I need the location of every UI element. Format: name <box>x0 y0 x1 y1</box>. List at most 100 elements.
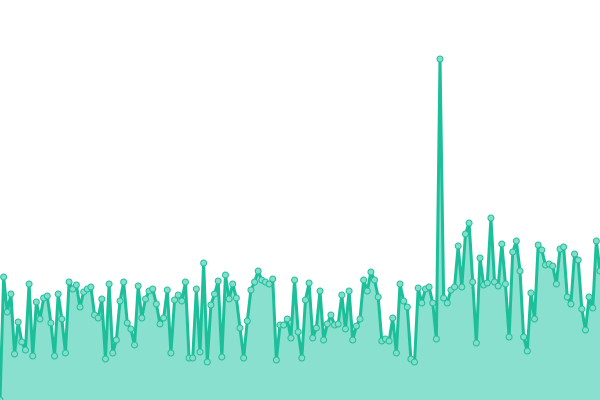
data-point <box>443 299 451 307</box>
data-point <box>98 295 106 303</box>
data-point <box>509 248 517 256</box>
data-point <box>156 320 164 328</box>
data-point <box>54 290 62 298</box>
data-point <box>291 276 299 284</box>
data-point <box>21 346 29 354</box>
data-point <box>356 315 364 323</box>
data-point <box>396 280 404 288</box>
data-point <box>527 289 535 297</box>
data-point <box>200 259 208 267</box>
data-point <box>363 287 371 295</box>
data-point <box>563 293 571 301</box>
data-point <box>312 324 320 332</box>
data-point <box>109 349 117 357</box>
data-point <box>160 314 168 322</box>
data-point <box>3 308 11 316</box>
data-point <box>432 335 440 343</box>
data-point <box>87 283 95 291</box>
data-point <box>181 278 189 286</box>
data-point <box>389 314 397 322</box>
data-point <box>18 338 26 346</box>
data-point <box>483 279 491 287</box>
data-point <box>294 328 302 336</box>
data-point <box>203 358 211 366</box>
data-point <box>505 333 513 341</box>
data-point <box>254 267 262 275</box>
data-point <box>43 292 51 300</box>
data-point <box>214 277 222 285</box>
data-point <box>120 278 128 286</box>
data-point <box>138 314 146 322</box>
data-point <box>436 55 444 63</box>
data-point <box>25 280 33 288</box>
data-point <box>531 315 539 323</box>
data-point <box>352 322 360 330</box>
data-point <box>58 315 66 323</box>
data-point <box>429 299 437 307</box>
data-point <box>152 300 160 308</box>
data-point <box>105 280 113 288</box>
data-point <box>403 303 411 311</box>
data-point <box>305 279 313 287</box>
data-point <box>116 297 124 305</box>
data-point <box>196 348 204 356</box>
data-point <box>512 237 520 245</box>
data-point <box>472 339 480 347</box>
data-point <box>349 336 357 344</box>
data-point <box>465 219 473 227</box>
data-point <box>221 271 229 279</box>
data-point <box>400 297 408 305</box>
data-point <box>247 286 255 294</box>
data-point <box>14 318 22 326</box>
data-point <box>549 262 557 270</box>
data-point <box>240 354 248 362</box>
data-point <box>287 334 295 342</box>
data-point <box>574 256 582 264</box>
data-point <box>174 291 182 299</box>
data-point <box>167 349 175 357</box>
data-point <box>32 298 40 306</box>
data-point <box>298 354 306 362</box>
data-point <box>280 321 288 329</box>
data-point <box>251 278 259 286</box>
data-point <box>392 349 400 357</box>
data-point <box>316 287 324 295</box>
data-point <box>269 275 277 283</box>
data-point <box>534 241 542 249</box>
data-point <box>538 246 546 254</box>
data-point <box>560 243 568 251</box>
data-point <box>567 300 575 308</box>
data-point <box>265 280 273 288</box>
data-point <box>229 280 237 288</box>
data-point <box>301 296 309 304</box>
data-point <box>0 396 4 400</box>
data-point <box>236 324 244 332</box>
data-point <box>320 336 328 344</box>
area-fill <box>0 59 600 400</box>
data-point <box>461 230 469 238</box>
data-point <box>65 278 73 286</box>
data-point <box>101 355 109 363</box>
data-point <box>243 317 251 325</box>
data-point <box>440 294 448 302</box>
data-point <box>163 286 171 294</box>
data-point <box>149 285 157 293</box>
series-line <box>0 57 600 400</box>
data-point <box>425 283 433 291</box>
data-point <box>458 283 466 291</box>
data-point <box>112 336 120 344</box>
data-point <box>94 314 102 322</box>
data-point <box>218 353 226 361</box>
data-point <box>520 333 528 341</box>
data-point <box>451 283 459 291</box>
data-point <box>7 290 15 298</box>
data-point <box>523 347 531 355</box>
data-point <box>589 304 597 312</box>
data-point <box>367 268 375 276</box>
data-point <box>0 273 8 281</box>
data-point <box>178 297 186 305</box>
data-point <box>29 352 37 360</box>
data-point <box>371 276 379 284</box>
data-point <box>134 282 142 290</box>
data-point <box>171 296 179 304</box>
